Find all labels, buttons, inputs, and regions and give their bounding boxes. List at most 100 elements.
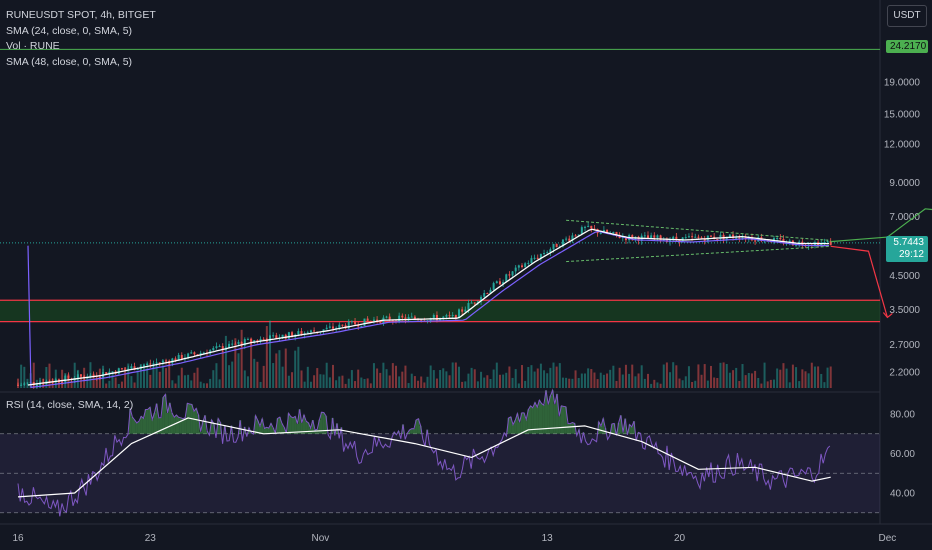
volume-bar [325,362,328,388]
rsi-legend[interactable]: RSI (14, close, SMA, 14, 2) [6,399,134,411]
candle-body [272,335,275,337]
volume-bar [801,369,804,388]
volume-bar [57,382,60,388]
volume-bar [190,380,193,388]
candle-body [823,242,826,244]
candle-body [350,321,353,323]
candle-body [691,236,694,238]
volume-bar [549,367,552,388]
candle-body [420,320,423,322]
candle-body [259,338,262,342]
volume-bar [669,372,672,388]
volume-bar [360,377,363,388]
candle-body [637,236,640,241]
volume-bar [388,375,391,388]
volume-legend[interactable]: Vol · RUNE [6,40,60,52]
volume-bar [498,374,501,388]
candle-body [281,334,284,338]
candle-body [662,239,665,241]
candle-body [199,352,202,355]
volume-bar [237,353,240,388]
currency-button[interactable]: USDT [887,5,927,27]
volume-bar [278,350,281,388]
candle-body [379,320,382,323]
volume-bar [146,369,149,388]
candle-body [697,236,700,238]
price-tick-label: 3.5000 [889,305,920,316]
candle-body [372,319,375,321]
volume-bar [694,380,697,388]
volume-bar [48,363,51,388]
volume-bar [621,374,624,388]
volume-bar [596,379,599,388]
volume-bar [206,383,208,388]
volume-bar [183,375,186,388]
volume-bar [124,367,127,388]
candle-body [376,319,379,321]
volume-bar [804,371,807,388]
volume-bar [95,378,98,388]
volume-bar [161,366,164,388]
volume-bar [766,381,769,388]
support-zone [0,300,880,322]
volume-bar [410,373,413,388]
volume-bar [303,381,306,388]
forecast-down-path [830,245,888,318]
volume-bar [713,377,716,388]
volume-bar [511,377,514,388]
volume-bar [813,366,816,388]
volume-bar [136,370,139,388]
volume-bar [776,368,779,388]
candle-body [338,324,341,328]
volume-bar [127,363,130,388]
volume-bar [407,383,410,388]
volume-bar [391,363,394,388]
volume-bar [262,365,265,388]
rsi-tick-label: 60.00 [890,449,915,460]
volume-bar [458,366,460,388]
volume-bar [791,364,794,388]
volume-bar [769,379,772,388]
volume-bar [158,371,161,388]
candle-body [407,317,410,321]
volume-bar [165,368,168,388]
volume-bar [454,362,457,388]
sma48-legend[interactable]: SMA (48, close, 0, SMA, 5) [6,55,133,68]
volume-bar [243,370,246,388]
volume-bar [675,365,678,388]
candle-body [275,335,278,339]
sma24-legend[interactable]: SMA (24, close, 0, SMA, 5) [6,24,133,37]
volume-bar [521,365,523,388]
candle-body [325,327,328,330]
symbol-title[interactable]: RUNEUSDT SPOT, 4h, BITGET [6,9,156,21]
candle-body [221,346,224,350]
candle-body [464,309,467,312]
volume-bar [640,365,643,388]
candle-body [398,315,401,323]
volume-bar [571,378,574,388]
candle-body [741,237,744,239]
candle-body [291,332,294,338]
volume-bar [309,381,312,388]
time-tick-label: 16 [12,533,24,544]
rsi-tick-label: 40.00 [890,489,915,500]
candle-body [149,363,152,365]
volume-bar [662,364,665,388]
volume-bar [316,368,319,388]
volume-bar [398,376,401,388]
volume-bar [139,364,142,388]
candle-body [335,327,338,329]
volume-bar [637,373,640,388]
forecast-down-arrowhead [882,312,893,319]
volume-bar [473,369,476,388]
candle-body [193,352,196,355]
volume-bar [659,383,662,388]
candle-body [539,253,542,259]
candle-body [231,343,234,345]
sma48-line [27,230,829,389]
candle-body [672,236,675,240]
candle-body [385,316,388,318]
sma24-line [27,228,829,386]
volume-bar [750,373,753,388]
